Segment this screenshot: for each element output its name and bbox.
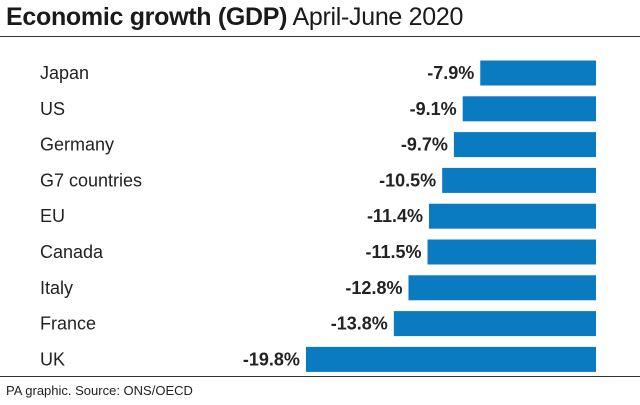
chart-title-main: Economic growth (GDP) [6,3,288,31]
value-label: -11.4% [367,206,423,226]
bar [442,167,596,193]
value-label: -9.1% [410,99,457,119]
footer-divider [0,376,640,377]
bar-row: Canada -11.5% [40,239,596,265]
bar [408,275,596,301]
chart-title-period: April-June 2020 [292,3,464,31]
value-label: -12.8% [345,278,402,298]
bar [305,346,596,372]
category-label: G7 countries [40,170,142,190]
bar [428,203,596,229]
value-label: -7.9% [427,63,474,83]
category-label: Canada [40,242,104,262]
category-label: UK [40,349,65,369]
source-note: PA graphic. Source: ONS/OECD [6,383,193,398]
category-label: Japan [40,63,89,83]
chart-title: Economic growth (GDP) April-June 2020 [6,2,463,32]
value-label: -9.7% [401,135,448,155]
bar-row: Japan -7.9% [40,60,596,86]
value-label: -11.5% [365,242,421,262]
category-label: EU [40,206,65,226]
bar [393,311,596,337]
bar [480,60,596,86]
category-label: France [40,314,96,334]
category-label: Germany [40,135,114,155]
value-label: -10.5% [379,170,436,190]
bar-row: UK -19.8% [40,346,596,372]
value-label: -13.8% [331,314,388,334]
bar-row: Italy -12.8% [40,275,596,301]
title-divider [0,36,640,37]
bar-row: US -9.1% [40,96,596,122]
bar-row: G7 countries -10.5% [40,167,596,193]
category-label: Italy [40,278,73,298]
bar-row: France -13.8% [40,311,596,337]
bar [462,96,596,122]
category-label: US [40,99,65,119]
bar [427,239,596,265]
value-label: -19.8% [243,349,300,369]
bar-row: EU -11.4% [40,203,596,229]
bar-row: Germany -9.7% [40,132,596,158]
bar-chart: Japan -7.9% US -9.1% Germany -9.7% G7 countrie… [40,60,596,372]
bar [453,132,596,158]
